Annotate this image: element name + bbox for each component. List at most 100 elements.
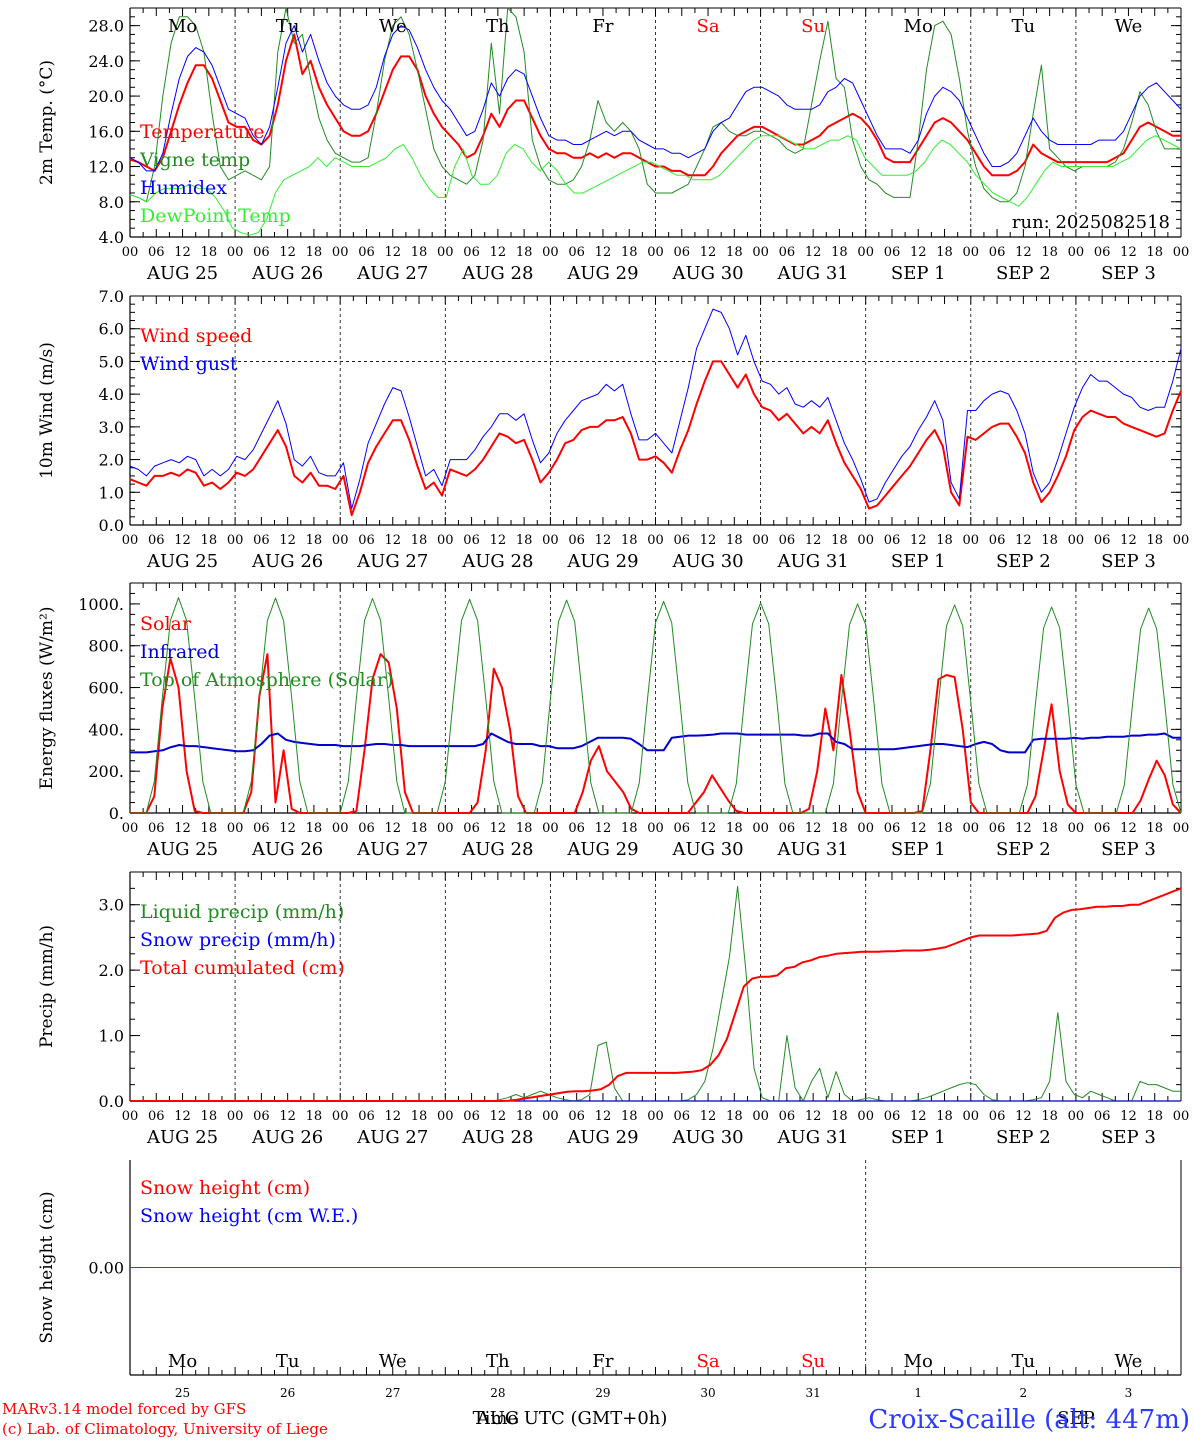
series-wind-speed bbox=[129, 360, 1182, 517]
legend-entry: Humidex bbox=[140, 177, 227, 199]
weekday-label: Tu bbox=[1012, 16, 1036, 37]
hour-label: 18 bbox=[936, 245, 953, 260]
hour-label: 12 bbox=[384, 821, 401, 836]
hour-label: 06 bbox=[463, 245, 480, 260]
hour-label: 06 bbox=[358, 821, 375, 836]
date-label: SEP 1 bbox=[891, 1127, 946, 1148]
date-label: AUG 25 bbox=[146, 1127, 218, 1148]
hour-label: 00 bbox=[122, 245, 139, 260]
hour-label: 12 bbox=[384, 245, 401, 260]
hour-label: 00 bbox=[332, 821, 349, 836]
panel-3: 0. 200. 400. 600. 800. 1000. Energy fluxes (W/… bbox=[37, 582, 1189, 860]
date-label: AUG 31 bbox=[777, 263, 849, 284]
hour-label: 12 bbox=[805, 1109, 822, 1124]
hour-label: 12 bbox=[595, 533, 612, 548]
y-tick-label: 7.0 bbox=[99, 287, 124, 306]
hour-label: 18 bbox=[411, 1109, 428, 1124]
legend-entry: Snow height (cm) bbox=[140, 1177, 310, 1199]
hour-label: 00 bbox=[332, 1109, 349, 1124]
hour-label: 00 bbox=[122, 533, 139, 548]
legend-entry: Wind gust bbox=[140, 353, 238, 375]
hour-label: 06 bbox=[1094, 533, 1111, 548]
hour-label: 00 bbox=[1173, 1109, 1190, 1124]
hour-label: 00 bbox=[542, 1109, 559, 1124]
hour-label: 00 bbox=[332, 245, 349, 260]
y-tick-label: 12.0 bbox=[88, 158, 124, 177]
footer: MARv3.14 model forced by GFS (c) Lab. of… bbox=[2, 1400, 1190, 1438]
hour-label: 18 bbox=[621, 245, 638, 260]
hour-label: 00 bbox=[227, 1109, 244, 1124]
panel-5: 0.00 Snow height (cm) Snow height (cm) Snow… bbox=[37, 1160, 1182, 1429]
hour-label: 06 bbox=[463, 1109, 480, 1124]
hour-label: 00 bbox=[963, 533, 980, 548]
hour-label: 18 bbox=[411, 821, 428, 836]
day-number: 1 bbox=[914, 1386, 922, 1400]
y-axis-title: Snow height (cm) bbox=[37, 1191, 57, 1343]
hour-label: 06 bbox=[358, 1109, 375, 1124]
hour-label: 00 bbox=[963, 245, 980, 260]
y-tick-label: 20.0 bbox=[88, 87, 124, 106]
hour-label: 12 bbox=[279, 245, 296, 260]
hour-label: 12 bbox=[1120, 533, 1137, 548]
date-label: AUG 29 bbox=[566, 839, 638, 860]
date-label: AUG 27 bbox=[356, 1127, 428, 1148]
date-label: AUG 28 bbox=[461, 263, 533, 284]
series-total-cumulated-cm bbox=[130, 887, 1182, 1102]
weekday-label: Th bbox=[486, 16, 510, 37]
series-wind-gust bbox=[129, 308, 1182, 510]
hour-label: 00 bbox=[122, 1109, 139, 1124]
hour-label: 12 bbox=[1015, 245, 1032, 260]
date-label: SEP 2 bbox=[996, 551, 1051, 572]
hour-label: 00 bbox=[752, 533, 769, 548]
hour-label: 06 bbox=[253, 821, 270, 836]
date-label: AUG 31 bbox=[777, 1127, 849, 1148]
y-tick-label: 28.0 bbox=[88, 17, 124, 36]
hour-label: 06 bbox=[779, 1109, 796, 1124]
hour-label: 06 bbox=[568, 1109, 585, 1124]
day-number: 30 bbox=[700, 1386, 715, 1400]
hour-label: 18 bbox=[621, 533, 638, 548]
date-label: AUG 28 bbox=[461, 1127, 533, 1148]
weekday-label: Tu bbox=[276, 16, 300, 37]
hour-label: 06 bbox=[989, 245, 1006, 260]
hour-label: 06 bbox=[253, 533, 270, 548]
legend-entry: Solar bbox=[140, 613, 192, 635]
hour-label: 12 bbox=[174, 821, 191, 836]
hour-label: 06 bbox=[674, 1109, 691, 1124]
legend-entry: Total cumulated (cm) bbox=[140, 957, 345, 979]
hour-label: 18 bbox=[306, 533, 323, 548]
hour-label: 06 bbox=[884, 821, 901, 836]
date-label: AUG 30 bbox=[671, 839, 743, 860]
date-label: AUG 25 bbox=[146, 263, 218, 284]
y-axis-title: Precip (mm/h) bbox=[37, 925, 57, 1048]
weekday-label: Tu bbox=[1012, 1351, 1036, 1372]
y-tick-label: 24.0 bbox=[88, 52, 124, 71]
hour-label: 00 bbox=[1068, 245, 1085, 260]
hour-label: 12 bbox=[490, 1109, 507, 1124]
hour-label: 00 bbox=[647, 245, 664, 260]
hour-label: 12 bbox=[595, 245, 612, 260]
y-axis-title: 2m Temp. (°C) bbox=[37, 60, 57, 185]
panel-2: 0.0 1.0 2.0 3.0 4.0 5.0 6.0 7.0 10m Wind (m/s) Wi… bbox=[37, 287, 1189, 572]
day-number: 29 bbox=[595, 1386, 610, 1400]
hour-label: 06 bbox=[358, 533, 375, 548]
weekday-label: Tu bbox=[276, 1351, 300, 1372]
hour-label: 12 bbox=[700, 245, 717, 260]
hour-label: 00 bbox=[1173, 533, 1190, 548]
hour-label: 06 bbox=[779, 245, 796, 260]
hour-label: 06 bbox=[568, 533, 585, 548]
hour-label: 12 bbox=[1120, 245, 1137, 260]
hour-label: 06 bbox=[148, 533, 165, 548]
x-axis-title: Time UTC (GMT+0h) bbox=[473, 1408, 668, 1429]
hour-label: 00 bbox=[647, 821, 664, 836]
weekday-label: Mo bbox=[904, 16, 933, 37]
hour-label: 00 bbox=[437, 533, 454, 548]
hour-label: 06 bbox=[674, 245, 691, 260]
panel-1: 4.0 8.0 12.0 16.0 20.0 24.0 28.0 2m Temp. (°C) T… bbox=[37, 7, 1189, 284]
hour-label: 12 bbox=[700, 1109, 717, 1124]
hour-label: 12 bbox=[279, 1109, 296, 1124]
y-tick-label: 8.0 bbox=[99, 193, 124, 212]
hour-label: 06 bbox=[674, 821, 691, 836]
hour-label: 18 bbox=[936, 1109, 953, 1124]
